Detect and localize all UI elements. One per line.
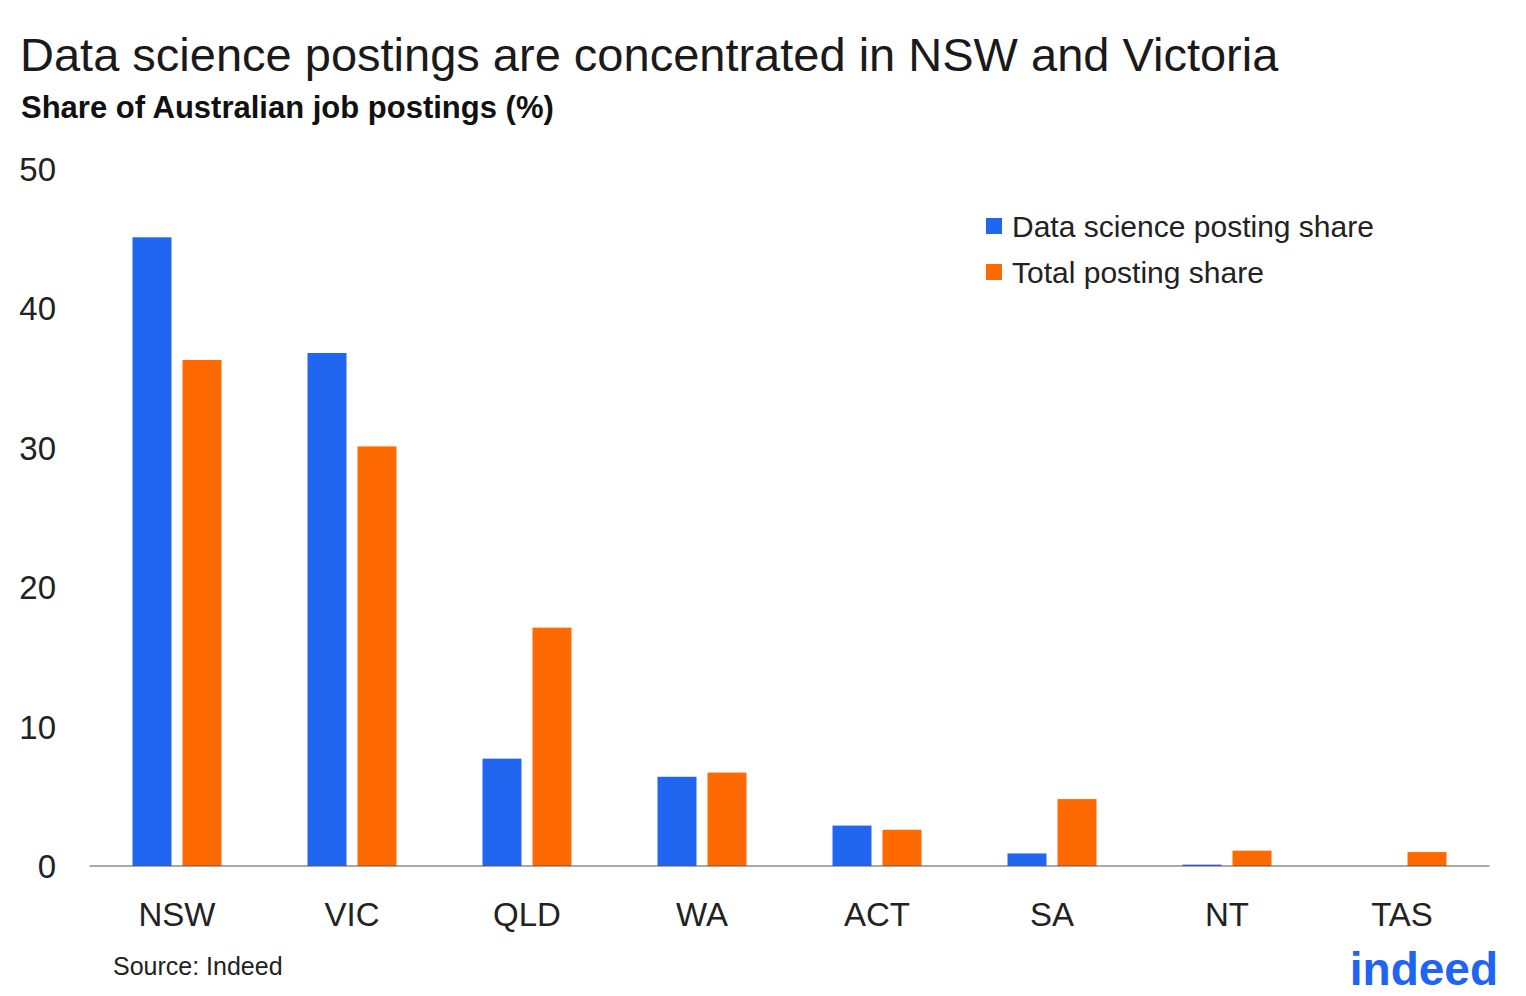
subtitle: Share of Australian job postings (%) (21, 90, 554, 125)
bars (133, 237, 1447, 866)
x-tick-label: ACT (844, 896, 910, 933)
x-tick-label: NSW (139, 896, 217, 933)
bar (308, 353, 347, 866)
chart: Data science postings are concentrated i… (0, 0, 1526, 996)
bar (883, 830, 922, 866)
x-tick-label: QLD (493, 896, 561, 933)
bar (183, 360, 222, 866)
y-tick-label: 50 (19, 151, 56, 188)
bar (133, 237, 172, 866)
x-tick-label: TAS (1371, 896, 1433, 933)
y-tick-label: 20 (19, 569, 56, 606)
bar (658, 777, 697, 866)
bar (1058, 799, 1097, 866)
legend-label: Data science posting share (1012, 210, 1374, 243)
y-tick-label: 30 (19, 430, 56, 467)
y-tick-label: 40 (19, 290, 56, 327)
bar (483, 759, 522, 866)
x-tick-label: SA (1030, 896, 1074, 933)
y-tick-label: 0 (38, 848, 56, 885)
x-tick-label: NT (1205, 896, 1249, 933)
legend-label: Total posting share (1012, 256, 1264, 289)
x-axis (90, 866, 1490, 867)
x-tick-label: VIC (324, 896, 379, 933)
y-tick-label: 10 (19, 709, 56, 746)
bar (833, 826, 872, 866)
legend-swatch (986, 218, 1002, 234)
bar (708, 773, 747, 866)
title: Data science postings are concentrated i… (20, 28, 1279, 81)
bar (358, 446, 397, 866)
bar (1408, 852, 1447, 866)
bar (533, 628, 572, 866)
logo: indeed (1350, 943, 1498, 995)
source: Source: Indeed (113, 952, 283, 980)
legend-swatch (986, 264, 1002, 280)
bar (1008, 853, 1047, 866)
x-tick-label: WA (676, 896, 728, 933)
bar (1233, 851, 1272, 866)
